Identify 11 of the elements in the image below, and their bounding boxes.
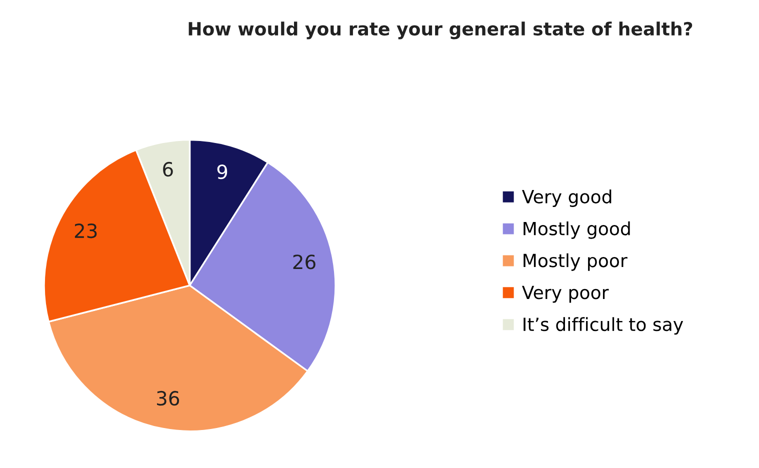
legend-label: It’s difficult to say bbox=[524, 317, 684, 335]
data-label: 36 bbox=[157, 390, 180, 406]
legend-label: Mostly good bbox=[524, 221, 630, 239]
legend-label: Very poor bbox=[522, 286, 609, 303]
legend-label: Mostly poor bbox=[524, 253, 628, 271]
data-label: 6 bbox=[163, 162, 173, 177]
data-label: 23 bbox=[74, 223, 97, 238]
chart-title: How would you rate your general state of health? bbox=[188, 22, 692, 40]
legend-label: Very good bbox=[522, 190, 612, 207]
data-label: 9 bbox=[217, 164, 228, 180]
data-label: 26 bbox=[293, 254, 316, 270]
